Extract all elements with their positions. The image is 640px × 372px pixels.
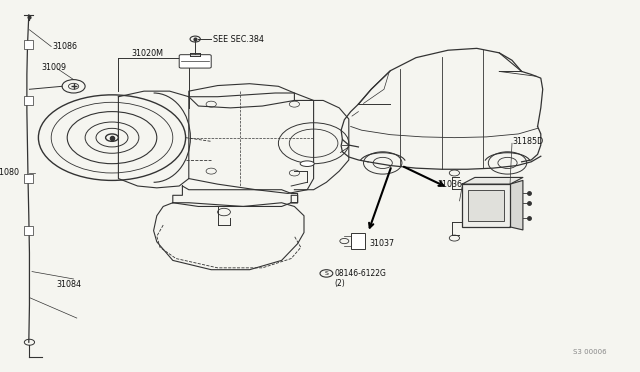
Text: 31037: 31037 — [370, 239, 395, 248]
Text: 31020M: 31020M — [131, 49, 163, 58]
Bar — [24, 174, 33, 183]
Text: (2): (2) — [335, 279, 346, 288]
Bar — [462, 184, 510, 227]
Bar — [24, 226, 33, 235]
Polygon shape — [462, 177, 523, 184]
Text: S3 00006: S3 00006 — [573, 349, 607, 355]
Text: 08146-6122G: 08146-6122G — [335, 269, 387, 278]
Polygon shape — [510, 180, 523, 230]
Text: 31185D: 31185D — [512, 137, 543, 146]
Text: 31086: 31086 — [52, 42, 77, 51]
Bar — [468, 190, 504, 221]
Text: 31009: 31009 — [42, 63, 67, 72]
Text: 31080: 31080 — [0, 169, 19, 177]
Text: SEE SEC.384: SEE SEC.384 — [213, 35, 264, 44]
Bar — [24, 96, 33, 105]
Text: S: S — [324, 271, 328, 276]
FancyBboxPatch shape — [179, 55, 211, 68]
Bar — [24, 40, 33, 49]
Text: 31036: 31036 — [437, 180, 462, 189]
Ellipse shape — [300, 161, 314, 166]
Text: 31084: 31084 — [56, 280, 81, 289]
Bar — [351, 232, 365, 249]
